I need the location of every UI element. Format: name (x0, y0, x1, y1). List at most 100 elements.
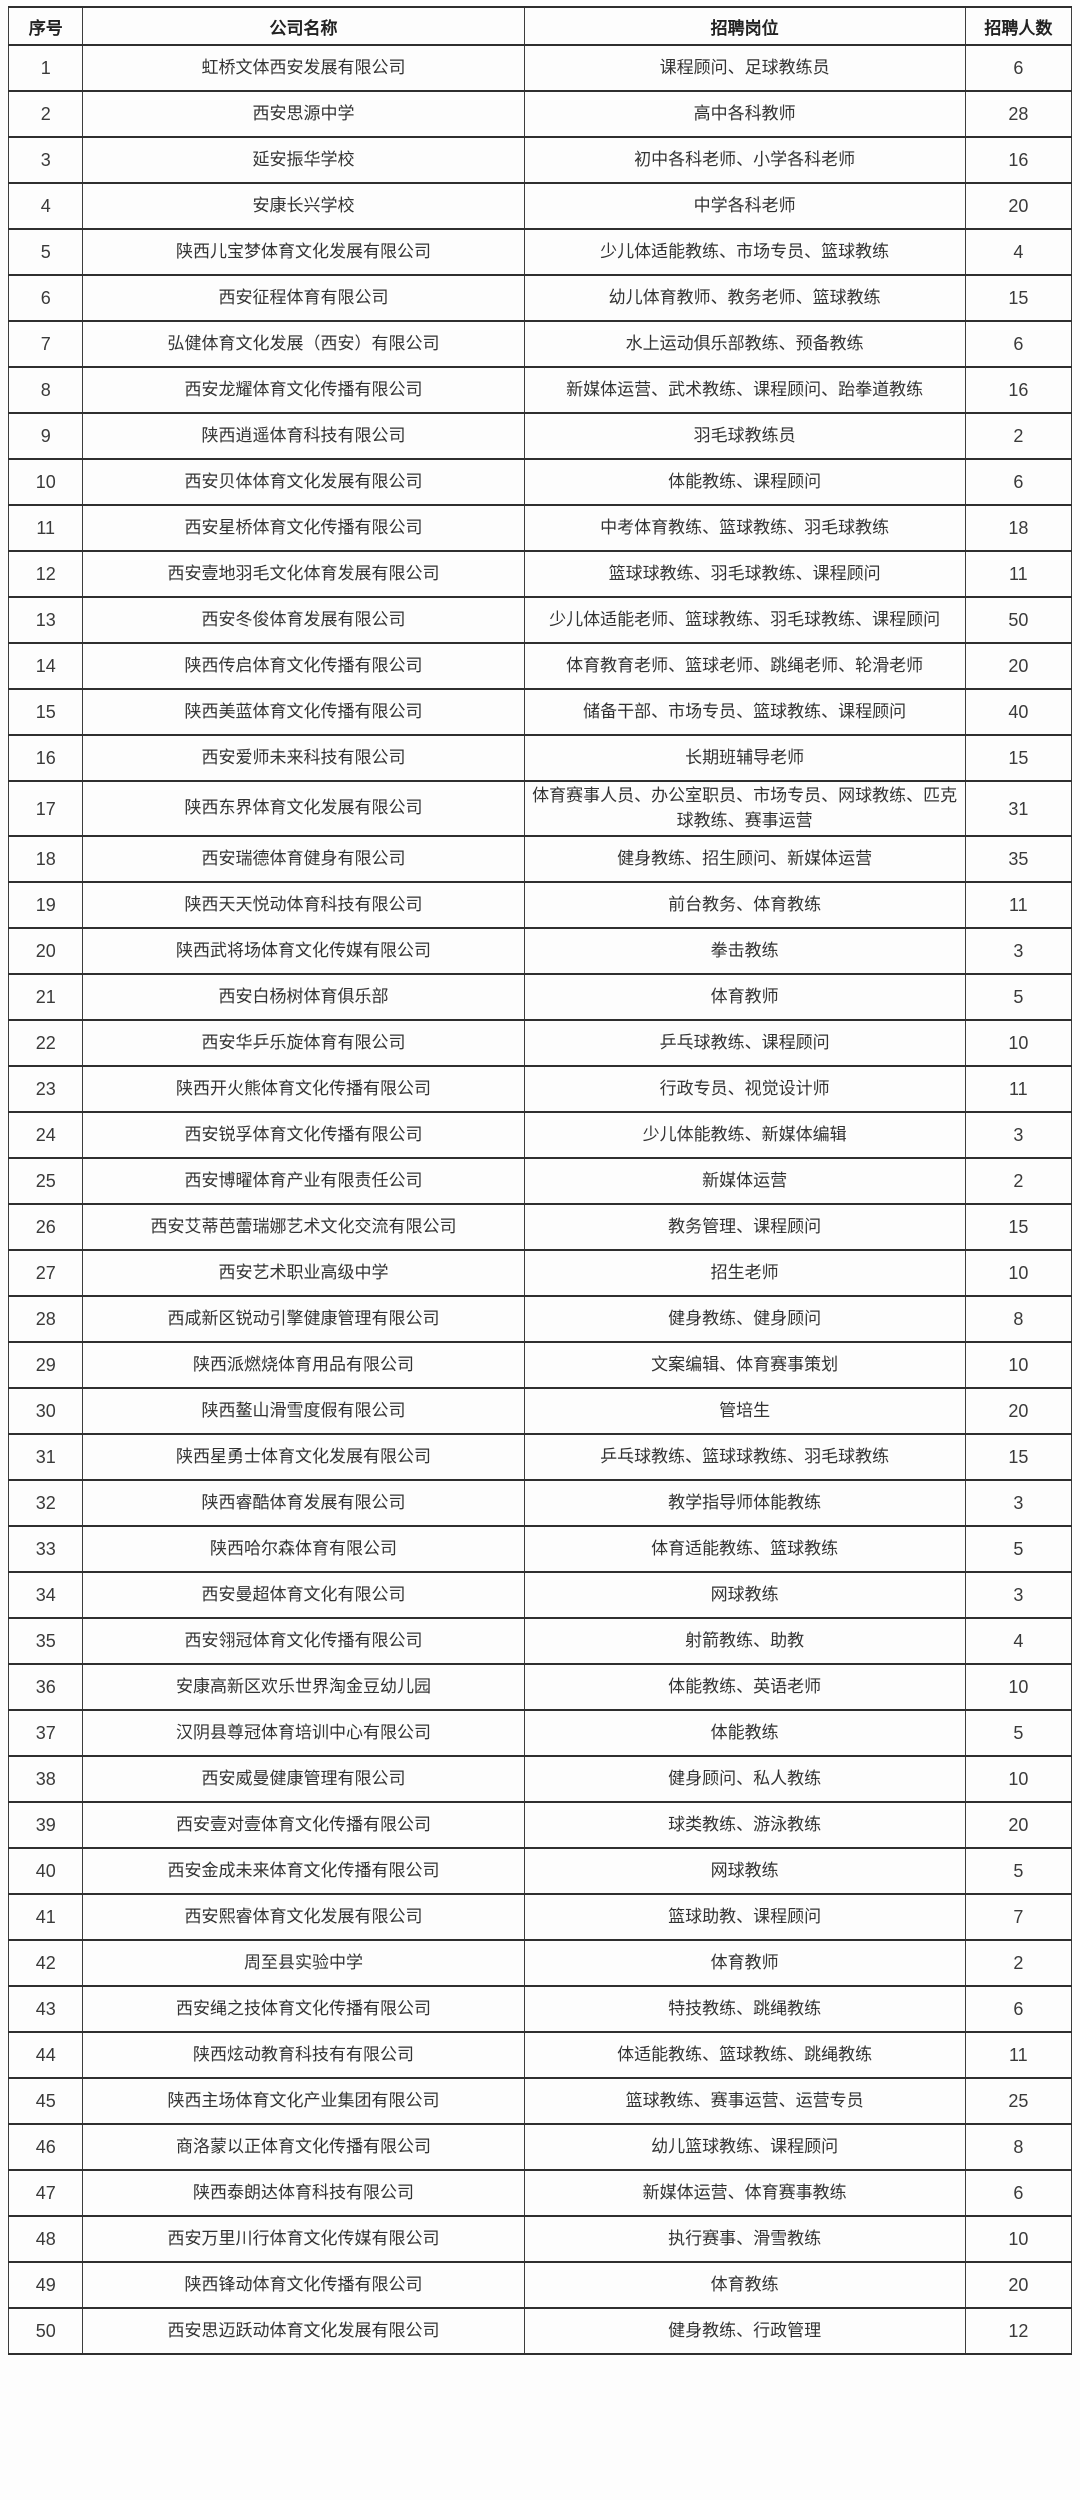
company-name-cell: 周至县实验中学 (82, 1939, 525, 1988)
company-name-cell: 陕西锋动体育文化传播有限公司 (82, 2261, 525, 2310)
table-row: 46 商洛蒙以正体育文化传播有限公司 幼儿篮球教练、课程顾问 8 (7, 2123, 1073, 2172)
serial-number-cell: 19 (7, 881, 84, 930)
recruit-position-cell: 长期班辅导老师 (523, 734, 966, 782)
company-name-cell: 汉阴县尊冠体育培训中心有限公司 (82, 1709, 525, 1758)
recruit-count-cell: 5 (964, 1847, 1073, 1896)
table-row: 27 西安艺术职业高级中学 招生老师 10 (7, 1249, 1073, 1298)
company-name-cell: 陕西美蓝体育文化传播有限公司 (82, 688, 525, 736)
recruit-count-cell: 7 (964, 1893, 1073, 1942)
company-name-cell: 陕西逍遥体育科技有限公司 (82, 412, 525, 460)
recruit-position-cell: 篮球助教、课程顾问 (523, 1893, 966, 1942)
recruit-count-cell: 15 (964, 274, 1073, 322)
recruit-position-cell: 少儿体适能教练、市场专员、篮球教练 (523, 228, 966, 276)
table-row: 10 西安贝体体育文化发展有限公司 体能教练、课程顾问 6 (7, 458, 1073, 506)
serial-number-cell: 46 (7, 2123, 84, 2172)
header-recruit-position: 招聘岗位 (523, 6, 966, 46)
recruit-count-cell: 10 (964, 1755, 1073, 1804)
serial-number-cell: 32 (7, 1479, 84, 1528)
table-row: 50 西安思迈跃动体育文化发展有限公司 健身教练、行政管理 12 (7, 2307, 1073, 2356)
recruit-position-cell: 篮球教练、赛事运营、运营专员 (523, 2077, 966, 2126)
recruit-position-cell: 体能教练、英语老师 (523, 1663, 966, 1712)
serial-number-cell: 31 (7, 1433, 84, 1482)
header-serial-number: 序号 (7, 6, 84, 46)
recruit-count-cell: 16 (964, 366, 1073, 414)
recruit-position-cell: 体能教练 (523, 1709, 966, 1758)
recruit-position-cell: 文案编辑、体育赛事策划 (523, 1341, 966, 1390)
company-name-cell: 陕西泰朗达体育科技有限公司 (82, 2169, 525, 2218)
recruit-position-cell: 新媒体运营、体育赛事教练 (523, 2169, 966, 2218)
recruit-count-cell: 6 (964, 1985, 1073, 2034)
table-row: 31 陕西星勇士体育文化发展有限公司 乒乓球教练、篮球球教练、羽毛球教练 15 (7, 1433, 1073, 1482)
company-name-cell: 陕西开火熊体育文化传播有限公司 (82, 1065, 525, 1114)
recruit-position-cell: 篮球球教练、羽毛球教练、课程顾问 (523, 550, 966, 598)
table-row: 2 西安思源中学 高中各科教师 28 (7, 90, 1073, 138)
serial-number-cell: 49 (7, 2261, 84, 2310)
table-row: 15 陕西美蓝体育文化传播有限公司 储备干部、市场专员、篮球教练、课程顾问 40 (7, 688, 1073, 736)
company-name-cell: 西安熙睿体育文化发展有限公司 (82, 1893, 525, 1942)
recruit-position-cell: 健身教练、行政管理 (523, 2307, 966, 2356)
company-name-cell: 西安绳之技体育文化传播有限公司 (82, 1985, 525, 2034)
serial-number-cell: 4 (7, 182, 84, 230)
table-row: 22 西安华乒乐旋体育有限公司 乒乓球教练、课程顾问 10 (7, 1019, 1073, 1068)
recruit-count-cell: 2 (964, 1939, 1073, 1988)
table-row: 4 安康长兴学校 中学各科老师 20 (7, 182, 1073, 230)
recruit-count-cell: 15 (964, 1433, 1073, 1482)
company-name-cell: 虹桥文体西安发展有限公司 (82, 44, 525, 92)
recruit-position-cell: 幼儿体育教师、教务老师、篮球教练 (523, 274, 966, 322)
table-row: 35 西安翎冠体育文化传播有限公司 射箭教练、助教 4 (7, 1617, 1073, 1666)
recruit-position-cell: 初中各科老师、小学各科老师 (523, 136, 966, 184)
recruit-count-cell: 20 (964, 1387, 1073, 1436)
company-name-cell: 西咸新区锐动引擎健康管理有限公司 (82, 1295, 525, 1344)
recruit-position-cell: 健身顾问、私人教练 (523, 1755, 966, 1804)
recruit-count-cell: 50 (964, 596, 1073, 644)
table-row: 14 陕西传启体育文化传播有限公司 体育教育老师、篮球老师、跳绳老师、轮滑老师 … (7, 642, 1073, 690)
table-row: 33 陕西哈尔森体育有限公司 体育适能教练、篮球教练 5 (7, 1525, 1073, 1574)
recruit-position-cell: 体育适能教练、篮球教练 (523, 1525, 966, 1574)
table-row: 1 虹桥文体西安发展有限公司 课程顾问、足球教练员 6 (7, 44, 1073, 92)
recruit-count-cell: 3 (964, 1479, 1073, 1528)
table-row: 21 西安白杨树体育俱乐部 体育教师 5 (7, 973, 1073, 1022)
table-row: 18 西安瑞德体育健身有限公司 健身教练、招生顾问、新媒体运营 35 (7, 835, 1073, 884)
recruit-count-cell: 12 (964, 2307, 1073, 2356)
table-row: 23 陕西开火熊体育文化传播有限公司 行政专员、视觉设计师 11 (7, 1065, 1073, 1114)
recruit-count-cell: 11 (964, 881, 1073, 930)
serial-number-cell: 29 (7, 1341, 84, 1390)
serial-number-cell: 14 (7, 642, 84, 690)
serial-number-cell: 23 (7, 1065, 84, 1114)
recruit-count-cell: 28 (964, 90, 1073, 138)
table-row: 3 延安振华学校 初中各科老师、小学各科老师 16 (7, 136, 1073, 184)
table-row: 16 西安爱师未来科技有限公司 长期班辅导老师 15 (7, 734, 1073, 782)
table-row: 17 陕西东界体育文化发展有限公司 体育赛事人员、办公室职员、市场专员、网球教练… (7, 779, 1073, 838)
recruit-count-cell: 10 (964, 2215, 1073, 2264)
table-row: 38 西安威曼健康管理有限公司 健身顾问、私人教练 10 (7, 1755, 1073, 1804)
table-row: 20 陕西武将场体育文化传媒有限公司 拳击教练 3 (7, 927, 1073, 976)
recruit-position-cell: 行政专员、视觉设计师 (523, 1065, 966, 1114)
serial-number-cell: 8 (7, 366, 84, 414)
company-name-cell: 陕西武将场体育文化传媒有限公司 (82, 927, 525, 976)
recruit-count-cell: 15 (964, 734, 1073, 782)
table-body: 1 虹桥文体西安发展有限公司 课程顾问、足球教练员 6 2 西安思源中学 高中各… (7, 44, 1073, 2356)
company-name-cell: 西安爱师未来科技有限公司 (82, 734, 525, 782)
serial-number-cell: 37 (7, 1709, 84, 1758)
company-name-cell: 弘健体育文化发展（西安）有限公司 (82, 320, 525, 368)
company-name-cell: 陕西炫动教育科技有有限公司 (82, 2031, 525, 2080)
company-name-cell: 陕西派燃烧体育用品有限公司 (82, 1341, 525, 1390)
company-name-cell: 西安曼超体育文化有限公司 (82, 1571, 525, 1620)
table-row: 12 西安壹地羽毛文化体育发展有限公司 篮球球教练、羽毛球教练、课程顾问 11 (7, 550, 1073, 598)
recruit-count-cell: 5 (964, 1709, 1073, 1758)
recruit-position-cell: 网球教练 (523, 1571, 966, 1620)
company-name-cell: 陕西儿宝梦体育文化发展有限公司 (82, 228, 525, 276)
recruit-count-cell: 4 (964, 1617, 1073, 1666)
table-row: 26 西安艾蒂芭蕾瑞娜艺术文化交流有限公司 教务管理、课程顾问 15 (7, 1203, 1073, 1252)
table-row: 43 西安绳之技体育文化传播有限公司 特技教练、跳绳教练 6 (7, 1985, 1073, 2034)
recruit-count-cell: 3 (964, 927, 1073, 976)
company-name-cell: 西安翎冠体育文化传播有限公司 (82, 1617, 525, 1666)
recruit-position-cell: 新媒体运营、武术教练、课程顾问、跆拳道教练 (523, 366, 966, 414)
table-row: 24 西安锐孚体育文化传播有限公司 少儿体能教练、新媒体编辑 3 (7, 1111, 1073, 1160)
serial-number-cell: 17 (7, 779, 84, 838)
company-name-cell: 安康长兴学校 (82, 182, 525, 230)
recruit-count-cell: 16 (964, 136, 1073, 184)
recruit-position-cell: 体能教练、课程顾问 (523, 458, 966, 506)
recruitment-table: 序号 公司名称 招聘岗位 招聘人数 1 虹桥文体西安发展有限公司 课程顾问、足球… (7, 6, 1073, 2356)
